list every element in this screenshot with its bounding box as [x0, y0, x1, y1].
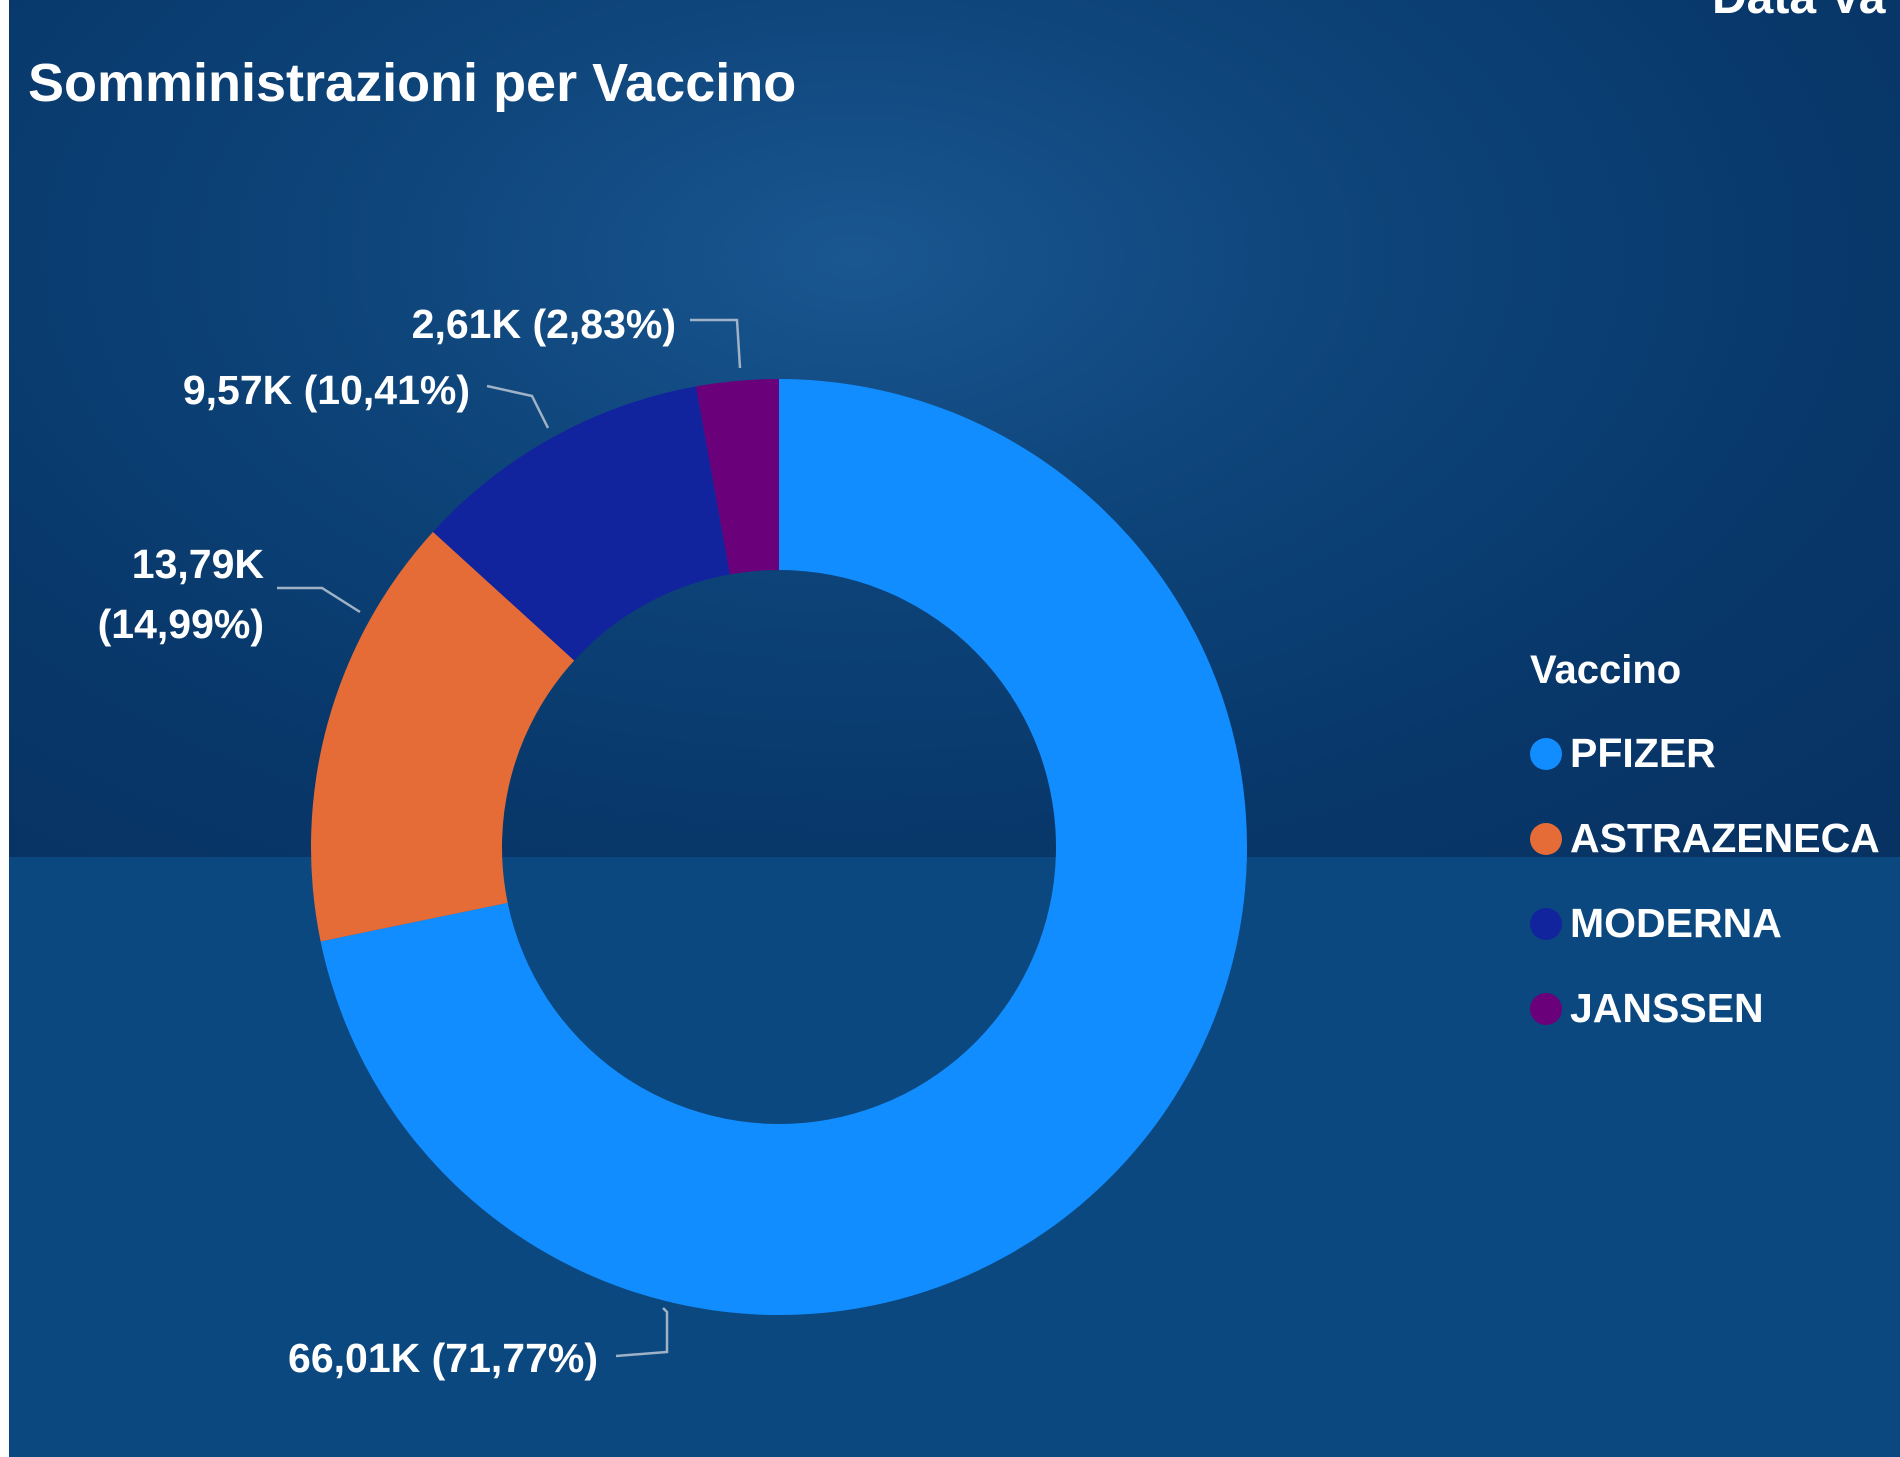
legend-title: Vaccino: [1530, 648, 1682, 692]
legend-dot-icon: [1530, 737, 1562, 770]
donut-slice-pfizer[interactable]: [320, 379, 1247, 1315]
legend-label: JANSSEN: [1570, 985, 1764, 1031]
legend: Vaccino PFIZER ASTRAZENECA MODERNA JANSS…: [1530, 648, 1880, 1051]
left-edge-strip: [0, 0, 9, 1457]
donut-slice-astrazeneca[interactable]: [311, 531, 575, 942]
donut-slice-moderna[interactable]: [433, 386, 730, 661]
chart-title: Somministrazioni per Vaccino: [28, 53, 797, 113]
legend-item-astrazeneca[interactable]: ASTRAZENECA: [1530, 796, 1880, 881]
legend-item-pfizer[interactable]: PFIZER: [1530, 711, 1880, 796]
donut-slices: [311, 379, 1247, 1315]
partial-header-text: Data Va: [1712, 0, 1885, 25]
donut-slice-janssen[interactable]: [696, 379, 779, 575]
data-labels: 66,01K (71,77%) 13,79K (14,99%) 9,57K (10,4…: [98, 301, 676, 1381]
legend-label: ASTRAZENECA: [1570, 815, 1880, 861]
legend-item-janssen[interactable]: JANSSEN: [1530, 966, 1880, 1051]
data-label-janssen: 2,61K (2,83%): [412, 301, 676, 347]
legend-label: PFIZER: [1570, 730, 1716, 776]
legend-dot-icon: [1530, 907, 1562, 940]
data-label-moderna: 9,57K (10,41%): [183, 367, 470, 413]
leader-line-moderna: [486, 384, 550, 429]
data-label-astrazeneca: 13,79K (14,99%): [98, 541, 265, 647]
leader-line-pfizer: [615, 1307, 669, 1358]
legend-item-moderna[interactable]: MODERNA: [1530, 881, 1880, 966]
legend-dot-icon: [1530, 822, 1562, 855]
leader-line-janssen: [690, 318, 742, 369]
legend-label: MODERNA: [1570, 900, 1782, 946]
data-label-pfizer: 66,01K (71,77%): [288, 1335, 598, 1381]
leader-lines: [277, 318, 742, 1358]
leader-line-astrazeneca: [277, 586, 361, 614]
legend-dot-icon: [1530, 992, 1562, 1025]
